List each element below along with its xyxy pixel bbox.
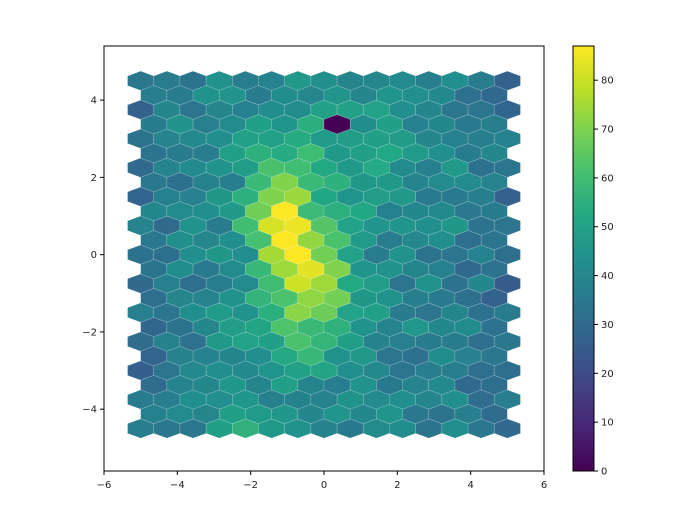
y-tick-label: 2 <box>91 173 97 184</box>
hexbin-cell <box>480 114 508 135</box>
hexbin-cells <box>127 70 521 439</box>
x-tick-label: 6 <box>541 480 547 491</box>
y-tick-label: 4 <box>91 96 97 107</box>
colorbar-tick-label: 10 <box>601 418 614 429</box>
hexbin-cell <box>480 317 508 338</box>
colorbar-tick-label: 50 <box>601 222 614 233</box>
y-tick-label: 0 <box>91 250 97 261</box>
hexbin-cell <box>480 172 508 193</box>
y-axis: −4 −2 0 2 4 <box>82 96 104 416</box>
hexbin-cell <box>480 85 508 106</box>
x-tick-label: 4 <box>467 480 473 491</box>
x-tick-label: −2 <box>243 480 258 491</box>
hexbin-cell <box>480 143 508 164</box>
colorbar-axis: 0 10 20 30 40 50 60 70 80 <box>594 76 614 478</box>
hexbin-cell <box>480 259 508 280</box>
x-tick-label: −6 <box>97 480 112 491</box>
x-tick-label: 2 <box>394 480 400 491</box>
x-axis: −6 −4 −2 0 2 4 6 <box>97 471 547 491</box>
y-tick-label: −2 <box>82 327 97 338</box>
colorbar-tick-label: 60 <box>601 173 614 184</box>
colorbar-tick-label: 0 <box>601 467 607 478</box>
colorbar-tick-label: 70 <box>601 125 614 136</box>
hexbin-cell <box>480 375 508 396</box>
hexbin-cell <box>480 201 508 222</box>
colorbar-tick-label: 40 <box>601 271 614 282</box>
colorbar-frame <box>572 45 595 472</box>
hexbin-cell <box>480 346 508 367</box>
colorbar-tick-label: 80 <box>601 76 614 87</box>
colorbar-tick-label: 20 <box>601 369 614 380</box>
y-tick-label: −4 <box>82 405 97 416</box>
x-tick-label: 0 <box>321 480 327 491</box>
hexbin-cell <box>480 288 508 309</box>
colorbar <box>573 46 594 471</box>
hexbin-cell <box>480 230 508 251</box>
hexbin-cell <box>480 404 508 424</box>
x-tick-label: −4 <box>170 480 185 491</box>
colorbar-tick-label: 30 <box>601 320 614 331</box>
